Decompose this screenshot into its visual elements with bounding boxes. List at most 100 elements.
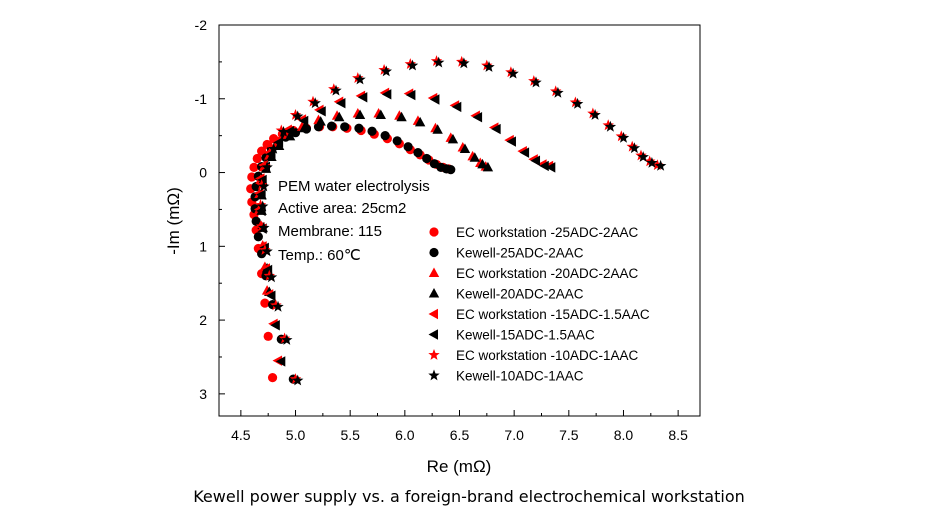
data-point-s5-17 bbox=[381, 89, 392, 100]
annotation-line-3: Membrane: 115 bbox=[278, 223, 382, 240]
data-point-s6-20 bbox=[505, 66, 517, 78]
legend: EC workstation -25ADC-2AAC Kewell-25ADC-2… bbox=[428, 225, 650, 384]
data-point-s7-22 bbox=[552, 86, 564, 98]
data-point-s5-21 bbox=[472, 112, 483, 123]
data-point-s7-1 bbox=[281, 334, 293, 345]
x-tick-label: 4.5 bbox=[231, 427, 251, 443]
data-point-s5-2 bbox=[265, 290, 276, 301]
data-point-s5-1 bbox=[270, 320, 280, 331]
legend-label-0: EC workstation -25ADC-2AAC bbox=[456, 225, 639, 240]
x-tick-label: 8.5 bbox=[668, 427, 688, 443]
annotation-block: PEM water electrolysis Active area: 25cm… bbox=[278, 178, 430, 264]
data-point-s7-15 bbox=[380, 65, 392, 77]
data-point-s7-24 bbox=[589, 109, 601, 120]
y-tick-label: -1 bbox=[195, 91, 208, 107]
data-point-s7-13 bbox=[330, 84, 342, 96]
data-point-s1-19 bbox=[326, 121, 337, 131]
data-point-s1-25 bbox=[403, 142, 413, 152]
data-point-s3-21 bbox=[469, 152, 481, 162]
data-point-s7-27 bbox=[628, 142, 641, 154]
legend-marker-0 bbox=[429, 227, 439, 237]
data-point-s6-18 bbox=[456, 55, 468, 67]
data-point-s6-24 bbox=[587, 107, 599, 119]
data-point-s5-15 bbox=[335, 98, 346, 109]
data-point-s6-1 bbox=[278, 332, 291, 344]
data-point-s1-31 bbox=[446, 164, 456, 175]
data-point-s7-28 bbox=[637, 151, 649, 162]
x-tick-label: 7.5 bbox=[559, 427, 579, 443]
x-tick-label: 6.0 bbox=[395, 427, 415, 443]
data-point-s6-12 bbox=[307, 95, 319, 107]
data-point-s6-29 bbox=[644, 155, 656, 167]
legend-label-1: Kewell-25ADC-2AAC bbox=[456, 246, 584, 261]
data-point-s3-14 bbox=[354, 109, 366, 120]
data-point-s6-25 bbox=[602, 119, 614, 131]
data-point-s5-7 bbox=[256, 189, 266, 200]
data-point-s5-16 bbox=[357, 92, 368, 103]
data-point-s6-19 bbox=[481, 59, 493, 71]
data-point-s6-7 bbox=[255, 179, 268, 190]
data-point-s7-9 bbox=[268, 142, 280, 154]
data-point-s6-23 bbox=[569, 96, 582, 108]
data-point-s7-12 bbox=[309, 97, 321, 109]
data-point-s7-18 bbox=[458, 57, 470, 69]
data-point-s5-20 bbox=[451, 101, 462, 113]
data-point-s5-14 bbox=[316, 106, 326, 117]
data-point-s7-16 bbox=[406, 59, 419, 71]
data-point-s6-28 bbox=[635, 149, 647, 161]
legend-label-2: EC workstation -20ADC-2AAC bbox=[456, 266, 639, 281]
data-point-s7-29 bbox=[646, 157, 658, 168]
data-point-s6-9 bbox=[265, 141, 278, 153]
data-point-s5-23 bbox=[506, 136, 516, 147]
data-point-s3-23 bbox=[482, 161, 494, 172]
y-tick-label: 1 bbox=[199, 238, 207, 254]
data-point-s7-19 bbox=[483, 61, 495, 72]
data-point-s3-18 bbox=[432, 124, 443, 134]
data-point-s3-10 bbox=[284, 130, 296, 141]
legend-marker-7 bbox=[428, 369, 440, 381]
legend-marker-1 bbox=[429, 247, 439, 258]
data-point-s3-15 bbox=[375, 109, 386, 120]
data-point-s7-14 bbox=[354, 73, 366, 85]
data-point-s7-20 bbox=[507, 67, 519, 79]
data-point-s6-21 bbox=[528, 75, 540, 86]
data-point-s7-6 bbox=[257, 200, 269, 212]
data-point-s6-2 bbox=[270, 299, 282, 311]
data-point-s1-23 bbox=[380, 131, 390, 141]
x-tick-label: 5.5 bbox=[340, 427, 360, 443]
legend-label-3: Kewell-20ADC-2AAC bbox=[456, 287, 584, 302]
data-point-s3-12 bbox=[315, 116, 326, 126]
legend-marker-2 bbox=[428, 267, 440, 277]
data-point-s5-27 bbox=[545, 162, 556, 173]
data-point-s6-3 bbox=[263, 269, 275, 281]
data-point-s1-5 bbox=[253, 232, 263, 242]
data-point-s0-1 bbox=[263, 331, 273, 341]
data-point-s1-24 bbox=[392, 136, 402, 146]
data-point-s5-13 bbox=[298, 115, 309, 127]
data-point-s6-27 bbox=[626, 140, 638, 152]
legend-label-7: Kewell-10ADC-1AAC bbox=[456, 369, 584, 384]
data-point-s0-0 bbox=[267, 373, 278, 383]
data-point-s1-22 bbox=[367, 126, 377, 136]
data-point-s3-11 bbox=[299, 122, 310, 133]
data-point-s5-0 bbox=[275, 356, 286, 367]
data-point-s7-2 bbox=[272, 300, 284, 312]
data-point-s7-25 bbox=[604, 120, 617, 132]
x-tick-label: 5.0 bbox=[286, 427, 306, 443]
annotation-line-2: Active area: 25cm2 bbox=[278, 200, 406, 217]
data-point-s1-26 bbox=[413, 148, 423, 158]
data-point-s5-18 bbox=[405, 89, 416, 101]
data-point-s7-11 bbox=[292, 110, 304, 122]
data-point-s7-0 bbox=[292, 374, 304, 386]
data-point-s3-22 bbox=[477, 158, 488, 169]
data-point-s1-21 bbox=[354, 123, 364, 133]
data-point-s3-20 bbox=[459, 143, 471, 153]
y-tick-label: -2 bbox=[195, 17, 208, 33]
data-point-s7-17 bbox=[433, 56, 445, 68]
data-point-s7-5 bbox=[258, 221, 270, 233]
data-point-s5-24 bbox=[519, 147, 530, 158]
figure-caption: Kewell power supply vs. a foreign-brand … bbox=[193, 487, 745, 506]
legend-marker-5 bbox=[428, 329, 438, 340]
data-point-s5-25 bbox=[530, 155, 541, 166]
x-tick-label: 7.0 bbox=[504, 427, 524, 443]
